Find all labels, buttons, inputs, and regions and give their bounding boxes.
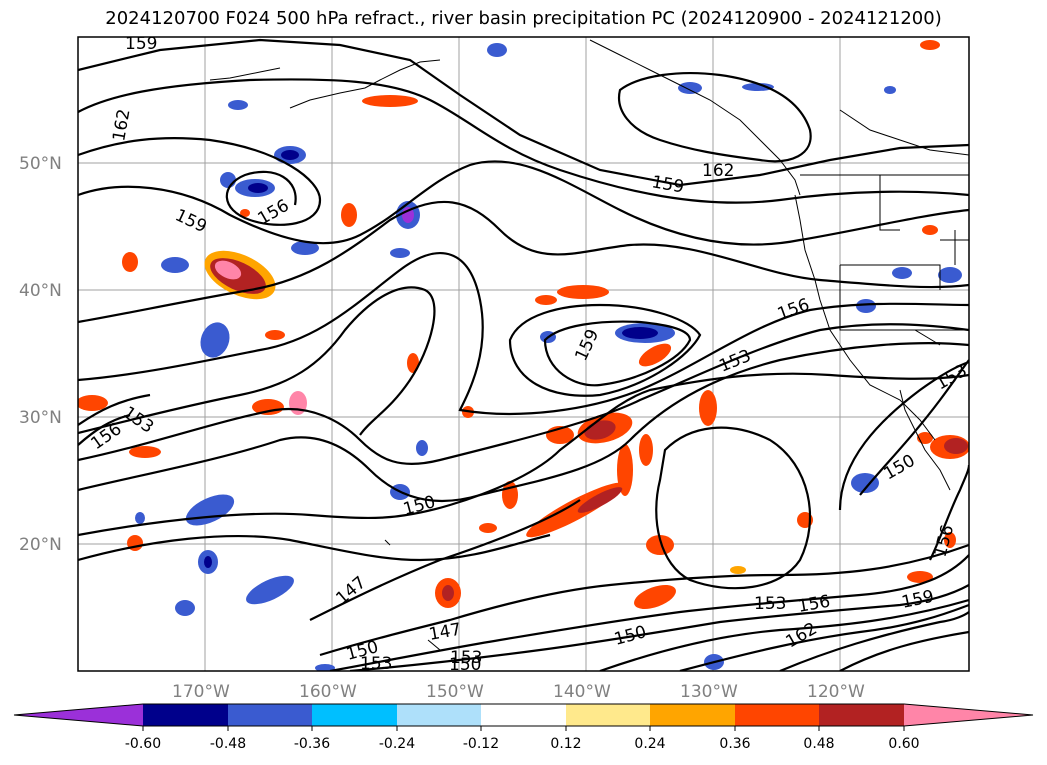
colorbar-segment	[735, 704, 819, 726]
colorbar-segment	[650, 704, 735, 726]
contour-label: 162	[702, 161, 734, 181]
lat-tick-label: 20°N	[19, 535, 62, 555]
colorbar-segment	[566, 704, 650, 726]
lon-tick-label: 140°W	[553, 682, 611, 702]
contour-label: 150	[449, 655, 481, 675]
map-title: 2024120700 F024 500 hPa refract., river …	[105, 8, 942, 29]
colorbar-segment	[228, 704, 312, 726]
lon-tick-label: 170°W	[172, 682, 230, 702]
lon-tick-label: 130°W	[680, 682, 738, 702]
colorbar-max-extension	[904, 704, 1033, 726]
colorbar-tick-label: -0.36	[294, 736, 330, 752]
contour-label: 159	[125, 34, 157, 54]
colorbar-tick-label: -0.12	[463, 736, 499, 752]
colorbar-tick-label: 0.12	[550, 736, 581, 752]
coastlines	[209, 39, 969, 651]
colorbar-tick-label: -0.48	[210, 736, 246, 752]
lon-tick-label: 160°W	[299, 682, 357, 702]
colorbar-segment	[143, 704, 228, 726]
positive-precip-areas	[78, 40, 969, 610]
contour-label: 153	[450, 648, 482, 668]
contour-label: 153	[754, 594, 786, 614]
colorbar-min-extension	[14, 704, 143, 726]
colorbar-segment	[481, 704, 566, 726]
negative-precip-areas	[135, 43, 962, 671]
map-panel: 159 162 159 156 159 162 159 156 153 153 …	[77, 34, 970, 675]
lat-tick-label: 30°N	[19, 408, 62, 428]
contour-label: 153	[360, 654, 392, 674]
colorbar-tick-label: 0.36	[719, 736, 750, 752]
colorbar-tick-label: -0.24	[379, 736, 415, 752]
lon-tick-label: 120°W	[807, 682, 865, 702]
colorbar-ticks	[142, 726, 905, 731]
colorbar-segment	[312, 704, 397, 726]
lat-tick-label: 50°N	[19, 154, 62, 174]
lat-tick-label: 40°N	[19, 281, 62, 301]
contour-lines	[78, 38, 969, 671]
colorbar: -0.60 -0.48 -0.36 -0.24 -0.12 0.12 0.24 …	[13, 703, 1034, 752]
longitude-labels: 170°W 160°W 150°W 140°W 130°W 120°W	[172, 682, 865, 702]
colorbar-tick-label: 0.24	[634, 736, 665, 752]
colorbar-tick-label: 0.60	[888, 736, 919, 752]
latitude-labels: 50°N 40°N 30°N 20°N	[19, 154, 62, 555]
lon-tick-label: 150°W	[426, 682, 484, 702]
colorbar-segment	[819, 704, 904, 726]
colorbar-tick-label: 0.48	[803, 736, 834, 752]
colorbar-tick-labels: -0.60 -0.48 -0.36 -0.24 -0.12 0.12 0.24 …	[125, 736, 920, 752]
colorbar-tick-label: -0.60	[125, 736, 161, 752]
colorbar-segment	[397, 704, 481, 726]
map-frame	[77, 36, 970, 672]
